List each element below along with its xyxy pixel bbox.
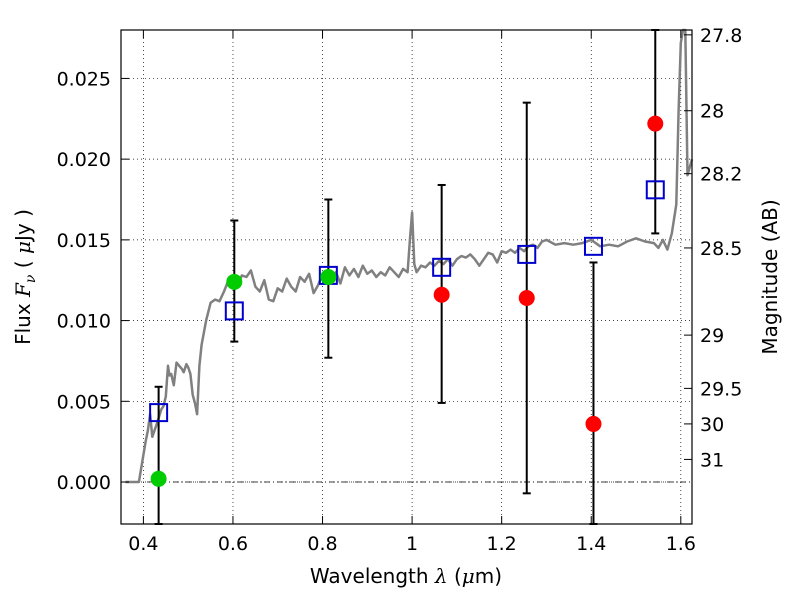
y2-tick-label: 29 xyxy=(700,325,724,347)
y-tick-label: 0.020 xyxy=(57,149,111,171)
x-tick-label: 0.8 xyxy=(307,533,337,555)
model-spectrum-line xyxy=(125,28,694,484)
y-tick-label: 0.015 xyxy=(57,230,111,252)
x-axis-ticks: 0.4 0.6 0.8 1 1.2 1.4 1.6 xyxy=(128,30,696,555)
model-flux-square xyxy=(583,236,603,256)
y2-tick-label: 28 xyxy=(700,101,724,123)
observed-flux-point xyxy=(226,273,243,290)
observed-flux-point xyxy=(647,115,664,132)
plot-marks xyxy=(125,28,694,525)
model-flux-square xyxy=(224,301,244,321)
y-axis-ticks: 0.000 0.005 0.010 0.015 0.020 0.025 xyxy=(57,68,129,494)
y2-tick-label: 27.8 xyxy=(700,25,742,47)
x-tick-label: 0.6 xyxy=(218,533,248,555)
y2-tick-label: 31 xyxy=(700,449,724,471)
x-axis-title: Wavelength λ (μm) xyxy=(310,564,502,588)
observed-flux-point xyxy=(150,470,167,487)
y2-tick-label: 28.5 xyxy=(700,238,742,260)
y-tick-label: 0.005 xyxy=(57,391,111,413)
x-tick-label: 0.4 xyxy=(128,533,158,555)
observed-flux-point xyxy=(585,415,602,432)
model-flux-square xyxy=(645,180,665,200)
model-flux-square xyxy=(517,244,537,264)
y2-axis-title: Magnitude (AB) xyxy=(758,199,782,354)
plot-frame xyxy=(120,29,693,525)
observed-flux-point xyxy=(433,286,450,303)
observed-flux-point xyxy=(320,269,337,285)
x-tick-label: 1.4 xyxy=(576,533,606,555)
y2-axis-ticks: 27.8 28 28.2 28.5 29 29.5 30 31 xyxy=(684,25,742,471)
y-tick-label: 0.000 xyxy=(57,472,111,494)
x-tick-label: 1.6 xyxy=(666,533,696,555)
y-tick-label: 0.025 xyxy=(57,68,111,90)
y-tick-label: 0.010 xyxy=(57,311,111,333)
model-flux-square xyxy=(149,403,169,423)
x-tick-label: 1.2 xyxy=(487,533,517,555)
x-tick-label: 1 xyxy=(406,533,418,555)
observed-flux-point xyxy=(518,289,535,306)
y2-tick-label: 29.5 xyxy=(700,378,742,400)
y2-tick-label: 28.2 xyxy=(700,164,742,186)
y2-tick-label: 30 xyxy=(700,414,724,436)
y-axis-title: Flux Fν ( μJy ) xyxy=(11,209,39,345)
grid-lines xyxy=(121,30,692,524)
model-flux-square xyxy=(432,257,452,277)
